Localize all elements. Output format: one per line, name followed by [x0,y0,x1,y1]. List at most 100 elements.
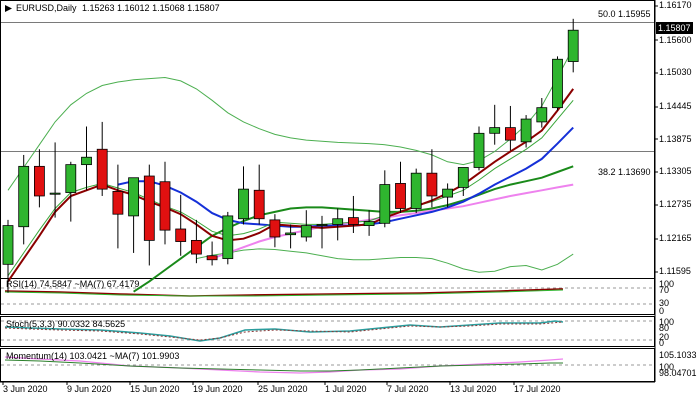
candle [285,224,297,249]
date-axis-label: 9 Jun 2020 [67,384,112,394]
candle-body [347,217,359,225]
time-axis-ticks [2,382,515,385]
candle [206,241,218,266]
candle [316,215,328,249]
candle [536,97,548,128]
candle [442,183,454,208]
candle [520,115,532,148]
candle [222,211,234,265]
date-axis-label: 7 Jul 2020 [387,384,429,394]
momentum-line [4,356,564,374]
candle-body [363,221,375,226]
candle-body [395,183,406,209]
price-axis-label: 1.15030 [659,67,692,77]
candle-body [379,184,391,224]
moving-averages [7,47,575,293]
candle [159,161,171,245]
candle-body [300,225,312,238]
candle [567,18,579,73]
candle [112,164,124,249]
date-axis-label: 19 Jun 2020 [193,384,243,394]
ohlc-readout: 1.15263 1.16012 1.15068 1.15807 [82,3,220,13]
candle-body [206,255,218,261]
momentum-axis-label: 98.04701 [659,368,697,378]
candle-body [552,58,563,109]
candle [489,104,501,145]
candle-body [112,191,124,215]
candle [34,149,45,208]
date-axis-label: 3 Jun 2020 [3,384,48,394]
candle [253,164,265,225]
fib-50-label: 50.0 1.15955 [598,9,651,19]
date-axis-label: 13 Jul 2020 [450,384,497,394]
price-axis-ticks [655,5,658,273]
momentum-axis-label: 100 [659,362,675,372]
price-axis-label: 1.15600 [659,35,692,45]
candle-body [143,175,155,241]
candle-body [536,107,548,123]
candle [300,210,312,242]
candle-body [222,215,234,260]
candle [410,168,422,214]
candle [18,154,30,245]
candle-body [332,218,344,225]
date-axis-label: 17 Jul 2020 [514,384,561,394]
candle [457,167,469,196]
candle [65,161,77,222]
candle-body [520,118,532,143]
candle-body [285,232,297,236]
candle-body [253,189,265,220]
rsi-axis-label: 100 [659,279,675,289]
candle-body [473,132,485,168]
price-axis-label: 1.14445 [659,101,692,111]
date-axis-label: 1 Jul 2020 [325,384,367,394]
fibonacci-levels [1,22,654,152]
price-axis-label: 1.11595 [659,266,691,276]
candle [143,164,155,266]
candle-body [190,239,202,255]
candle-body [49,192,61,195]
rsi-panel [0,278,655,315]
pink-ma-line [211,183,574,260]
stoch-axis-label: 0 [659,338,665,348]
rsi-axis-label: 30 [659,298,670,308]
price-axis-label: 1.13305 [659,166,692,176]
rsi-label: RSI(14) 74.5847 ~MA(7) 67.4179 [6,279,140,289]
candle-body [34,165,45,197]
dark-red-ma-line [7,88,575,282]
candle-body [238,188,249,220]
candle-body [65,164,77,193]
symbol-label: EURUSD,Daily [16,3,77,13]
candle-body [175,228,187,242]
candle-body [457,167,469,188]
fib-38-label: 38.2 1.13690 [598,167,651,177]
stoch-axis-label: 80 [659,323,670,333]
candle-body [316,224,328,226]
price-axis-label: 1.13875 [659,134,692,144]
candle [96,121,108,196]
stoch-panel [0,316,655,347]
candle [190,219,202,264]
stoch-label: Stoch(5,3,3) 90.0332 84.5625 [6,319,126,329]
date-axis-label: 25 Jun 2020 [258,384,308,394]
candle-body [567,29,579,62]
candle [347,195,359,233]
candle-body [426,172,438,197]
candle-body [18,165,30,228]
candle [81,126,92,191]
candle [426,149,438,208]
lower-band-line [196,248,574,273]
candle [363,210,375,236]
candle-body [2,225,14,265]
main-panel-frame [0,0,655,279]
rsi-line [4,288,563,297]
chart-menu-icon[interactable] [4,4,13,13]
candle-body [96,148,108,190]
price-axis-label: 1.12735 [659,199,692,209]
candle [504,105,516,151]
candles [2,18,579,293]
candle [49,142,61,218]
price-axis-label: 1.12165 [659,233,692,243]
candle [395,161,406,214]
